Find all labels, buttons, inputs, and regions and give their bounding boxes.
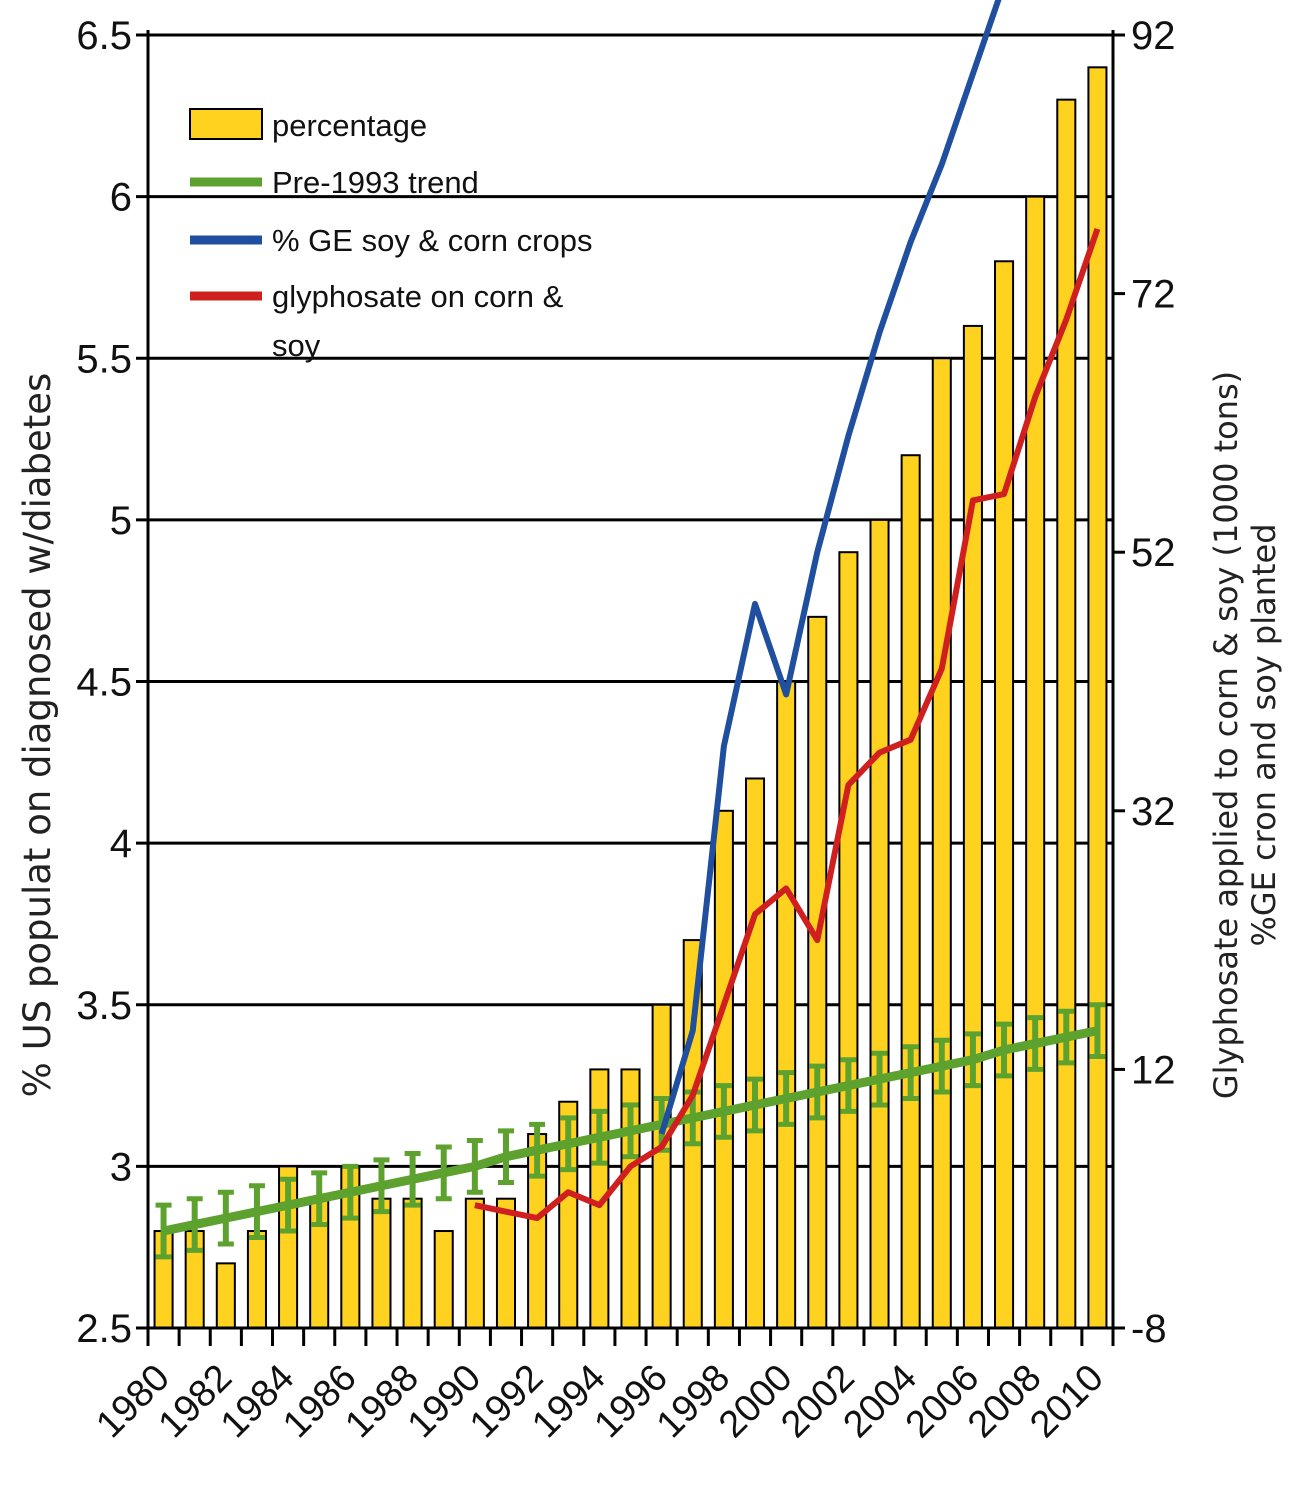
legend-label-percentage: percentage [272, 108, 427, 143]
x-tick-label: 2010 [1022, 1357, 1111, 1446]
bar-percentage [838, 551, 859, 1329]
y2-tick-label: 92 [1131, 14, 1176, 58]
y2-tick-label: 52 [1131, 531, 1176, 575]
bar-percentage [994, 260, 1015, 1329]
bar-percentage [962, 324, 983, 1329]
y2-axis-title-line1: Glyphosate applied to corn & soy (1000 t… [1207, 371, 1245, 1099]
y-tick-label: 3 [110, 1145, 132, 1189]
legend-swatch-percentage [189, 108, 263, 140]
bar-percentage [807, 615, 828, 1329]
legend: percentage Pre-1993 trend % GE soy & corn … [189, 108, 592, 363]
bar-percentage [869, 518, 890, 1329]
y-tick-label: 5.5 [76, 337, 132, 381]
bar-percentage [246, 1230, 267, 1330]
bar-percentage [495, 1197, 517, 1329]
line-glyphosate [474, 227, 1101, 1222]
line-series [155, 0, 1106, 1260]
line-ge-crops [658, 0, 1002, 1135]
legend-label-glyphosate-line2: soy [272, 328, 321, 363]
y2-tick-label: -8 [1131, 1307, 1167, 1351]
bar-percentage [1056, 98, 1077, 1329]
y-tick-label: 6 [110, 176, 132, 220]
y-tick-label: 3.5 [76, 984, 132, 1028]
bar-percentage [900, 454, 921, 1330]
bar-percentage [215, 1262, 236, 1329]
y-tick-label: 4.5 [76, 661, 132, 705]
y-axis-title: % US populat on diagnosed w/diabetes [16, 373, 59, 1098]
bar-percentage [371, 1197, 392, 1329]
y-tick-label: 5 [110, 499, 132, 543]
bar-percentage [776, 680, 797, 1329]
bar-percentage [713, 809, 734, 1329]
bar-percentage [1025, 195, 1046, 1329]
y2-axis-title-line2: %GE cron and soy planted [1245, 523, 1283, 946]
bar-percentage [651, 1003, 672, 1329]
y2-tick-label: 32 [1131, 790, 1176, 834]
bar-percentage [931, 357, 952, 1329]
y-tick-label: 2.5 [76, 1307, 132, 1351]
bar-percentage [433, 1230, 454, 1330]
y2-tick-label: 72 [1131, 273, 1176, 317]
legend-label-trend: Pre-1993 trend [272, 165, 479, 200]
y2-tick-label: 12 [1131, 1048, 1176, 1092]
legend-label-glyphosate-line1: glyphosate on corn & [272, 279, 564, 314]
legend-label-ge-crops: % GE soy & corn crops [272, 223, 592, 258]
bar-percentage [744, 777, 766, 1329]
bar-percentage [464, 1197, 485, 1329]
bar-percentage [402, 1197, 423, 1329]
y-tick-label: 6.5 [76, 14, 132, 58]
y-tick-label: 4 [110, 822, 132, 866]
grid-lines [148, 33, 1113, 1330]
